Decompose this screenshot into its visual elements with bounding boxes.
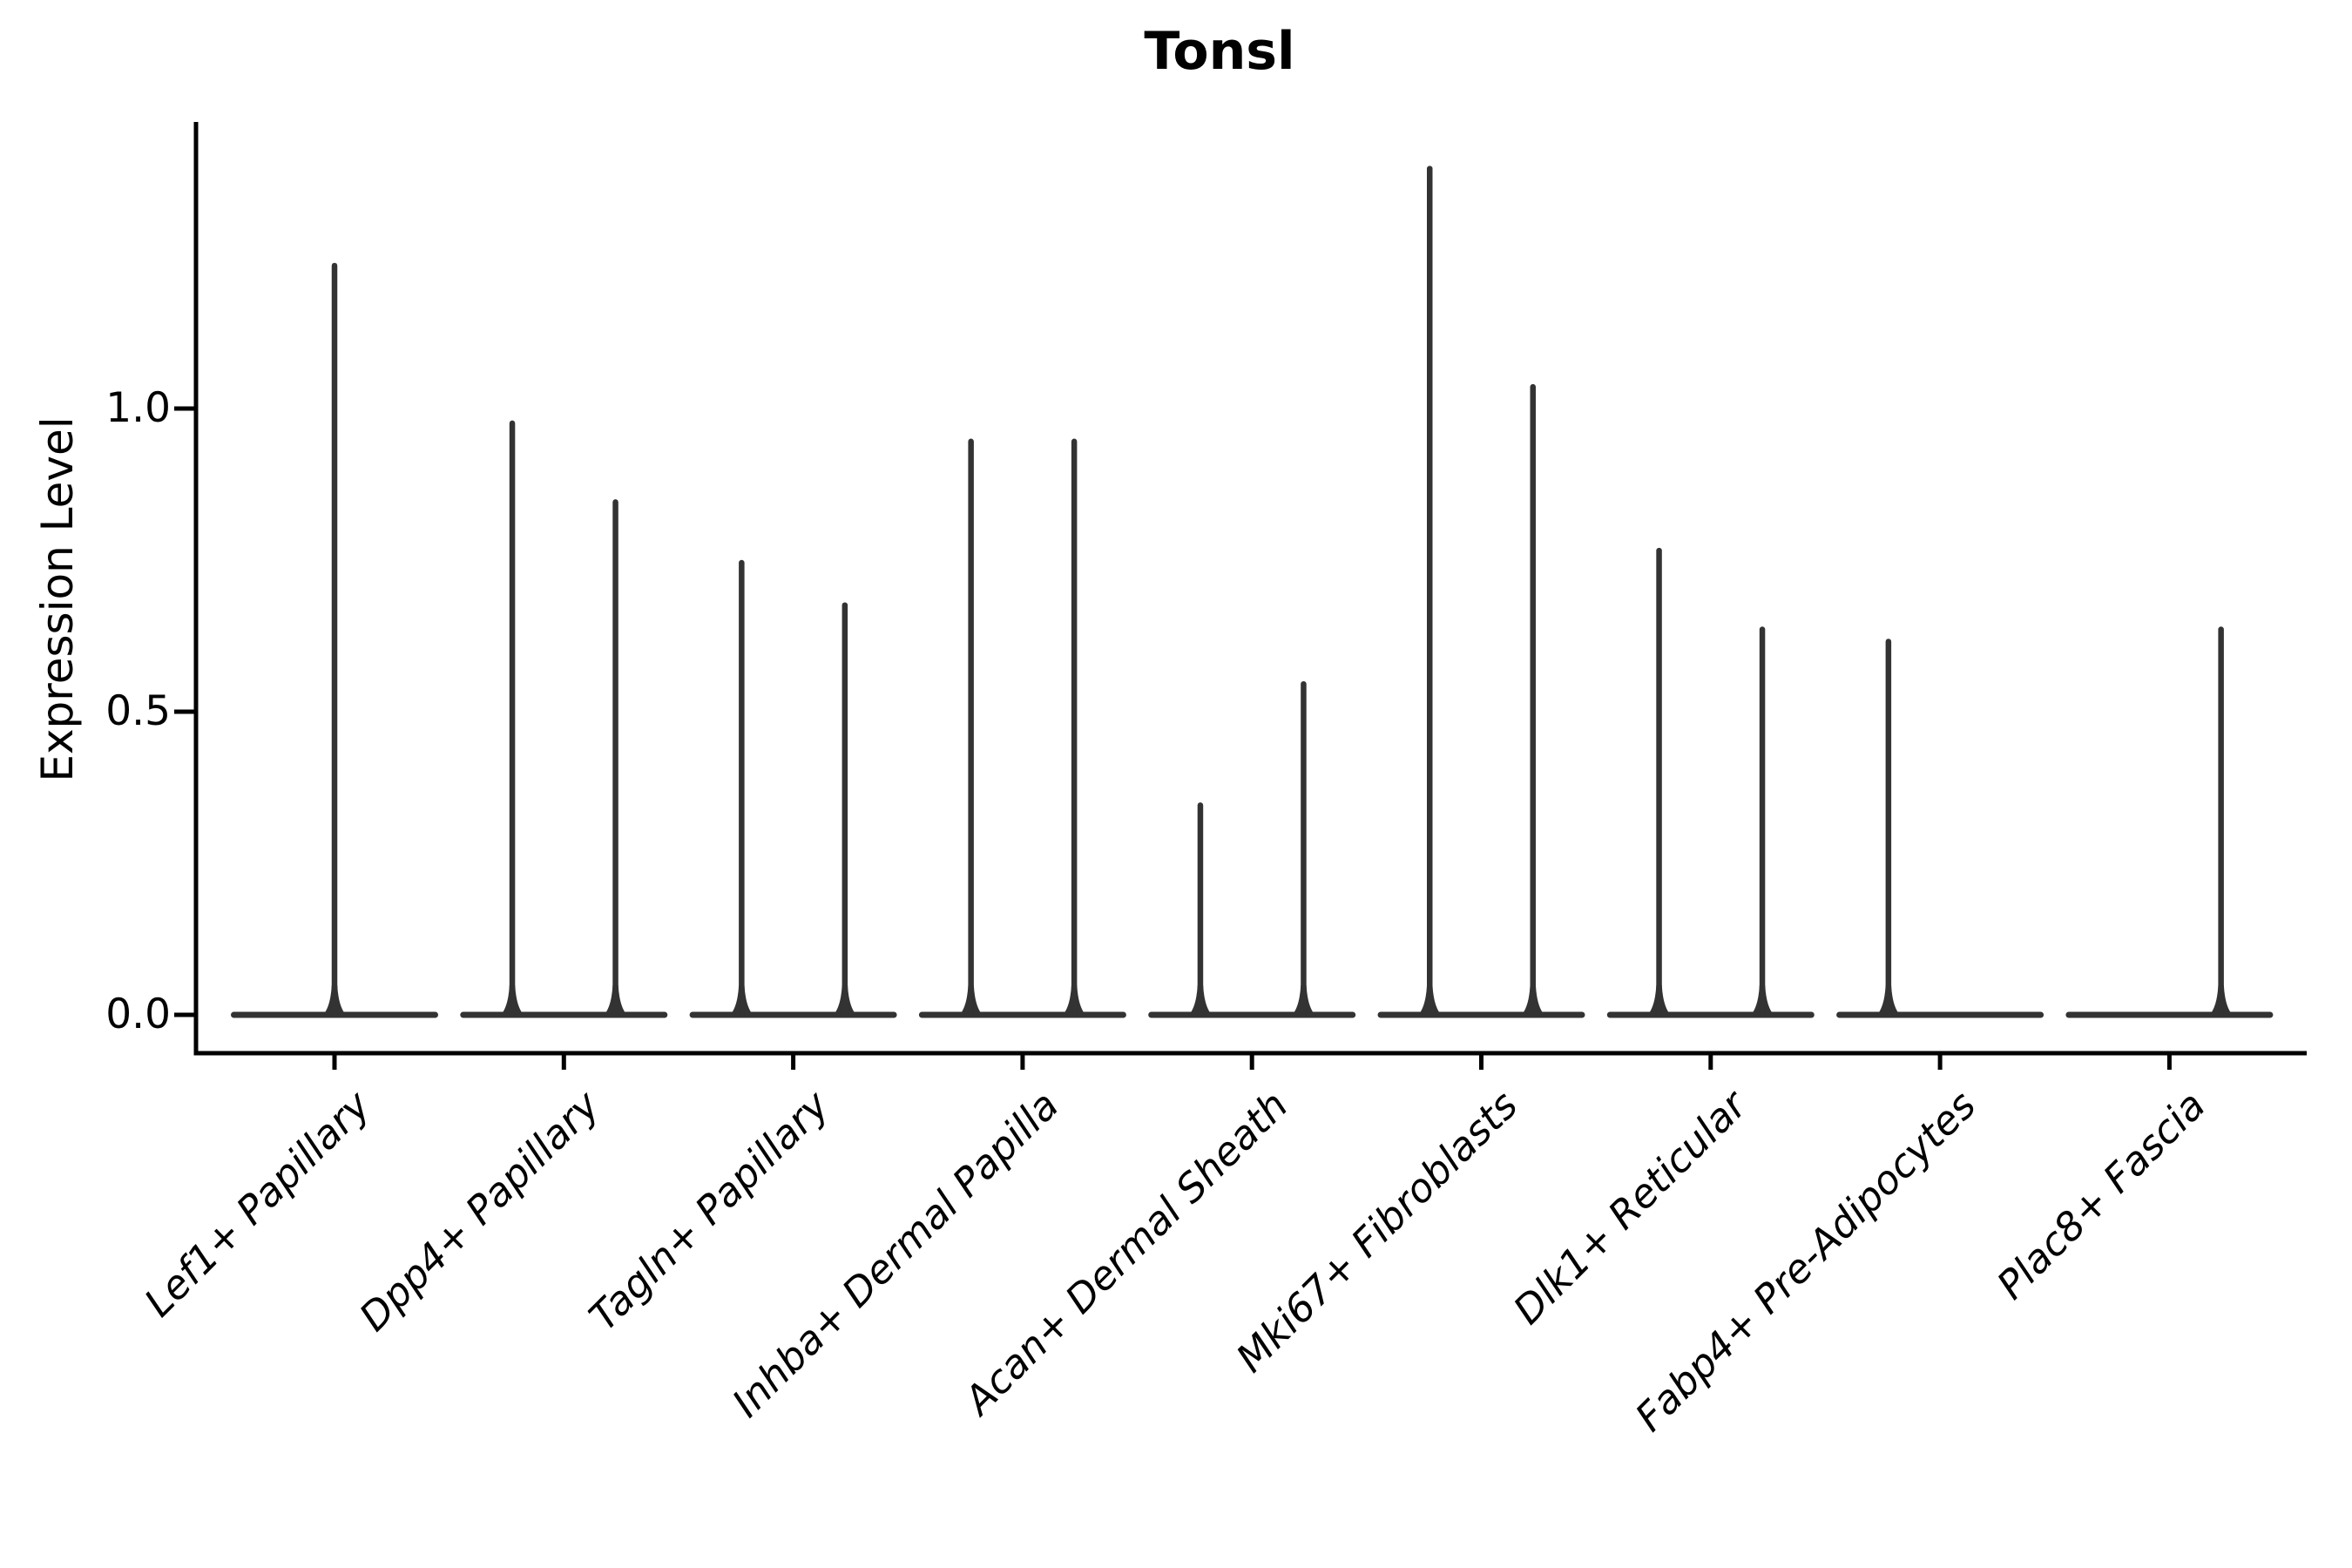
y-tick-label: 0.5 [105,687,171,735]
chart-title: Tonsl [1144,21,1295,82]
y-tick-label: 0.0 [105,990,171,1038]
y-tick-label: 1.0 [105,384,171,432]
